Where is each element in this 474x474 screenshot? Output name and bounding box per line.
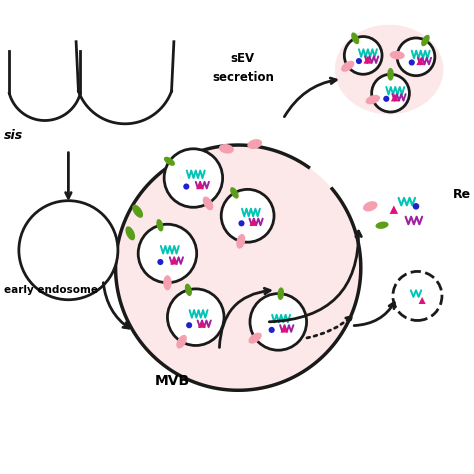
Ellipse shape — [247, 139, 262, 149]
Polygon shape — [196, 182, 204, 189]
Circle shape — [221, 189, 274, 242]
Circle shape — [157, 259, 164, 265]
Ellipse shape — [387, 68, 394, 81]
Circle shape — [397, 38, 435, 76]
Text: secretion: secretion — [212, 71, 274, 84]
Polygon shape — [198, 320, 206, 328]
Ellipse shape — [185, 283, 192, 296]
Ellipse shape — [132, 205, 143, 218]
Polygon shape — [281, 325, 288, 332]
Ellipse shape — [363, 201, 377, 211]
Circle shape — [167, 289, 224, 346]
Ellipse shape — [230, 187, 239, 199]
Circle shape — [344, 36, 382, 74]
Ellipse shape — [219, 144, 234, 154]
Ellipse shape — [375, 221, 389, 229]
Circle shape — [164, 149, 223, 207]
Circle shape — [19, 201, 118, 300]
Polygon shape — [170, 257, 178, 264]
Circle shape — [393, 272, 442, 320]
Ellipse shape — [421, 35, 430, 46]
Text: early endosome: early endosome — [4, 285, 98, 295]
Circle shape — [250, 293, 307, 350]
Ellipse shape — [335, 25, 443, 114]
Polygon shape — [391, 94, 399, 101]
Ellipse shape — [277, 287, 284, 300]
Ellipse shape — [341, 61, 355, 72]
Text: sEV: sEV — [231, 52, 255, 65]
Text: sis: sis — [4, 129, 23, 142]
Ellipse shape — [248, 333, 262, 344]
Circle shape — [183, 183, 190, 190]
Ellipse shape — [163, 275, 172, 290]
Polygon shape — [390, 205, 398, 214]
Ellipse shape — [236, 234, 246, 249]
Circle shape — [186, 322, 192, 328]
Circle shape — [356, 58, 362, 64]
Circle shape — [409, 59, 415, 65]
Ellipse shape — [365, 95, 380, 104]
Polygon shape — [249, 218, 257, 226]
Circle shape — [238, 220, 245, 227]
Ellipse shape — [176, 335, 187, 348]
Ellipse shape — [164, 157, 175, 166]
Circle shape — [413, 203, 419, 210]
Text: MVB: MVB — [155, 374, 190, 388]
Text: Re: Re — [453, 188, 471, 201]
Polygon shape — [419, 297, 426, 304]
Polygon shape — [416, 57, 424, 65]
Polygon shape — [364, 56, 371, 64]
Ellipse shape — [203, 197, 213, 210]
Circle shape — [372, 74, 410, 112]
Ellipse shape — [390, 51, 405, 59]
Circle shape — [116, 145, 361, 390]
Ellipse shape — [351, 32, 359, 44]
Circle shape — [138, 224, 197, 283]
Circle shape — [269, 327, 275, 333]
Circle shape — [383, 96, 389, 102]
Ellipse shape — [126, 226, 135, 240]
Ellipse shape — [156, 219, 164, 231]
